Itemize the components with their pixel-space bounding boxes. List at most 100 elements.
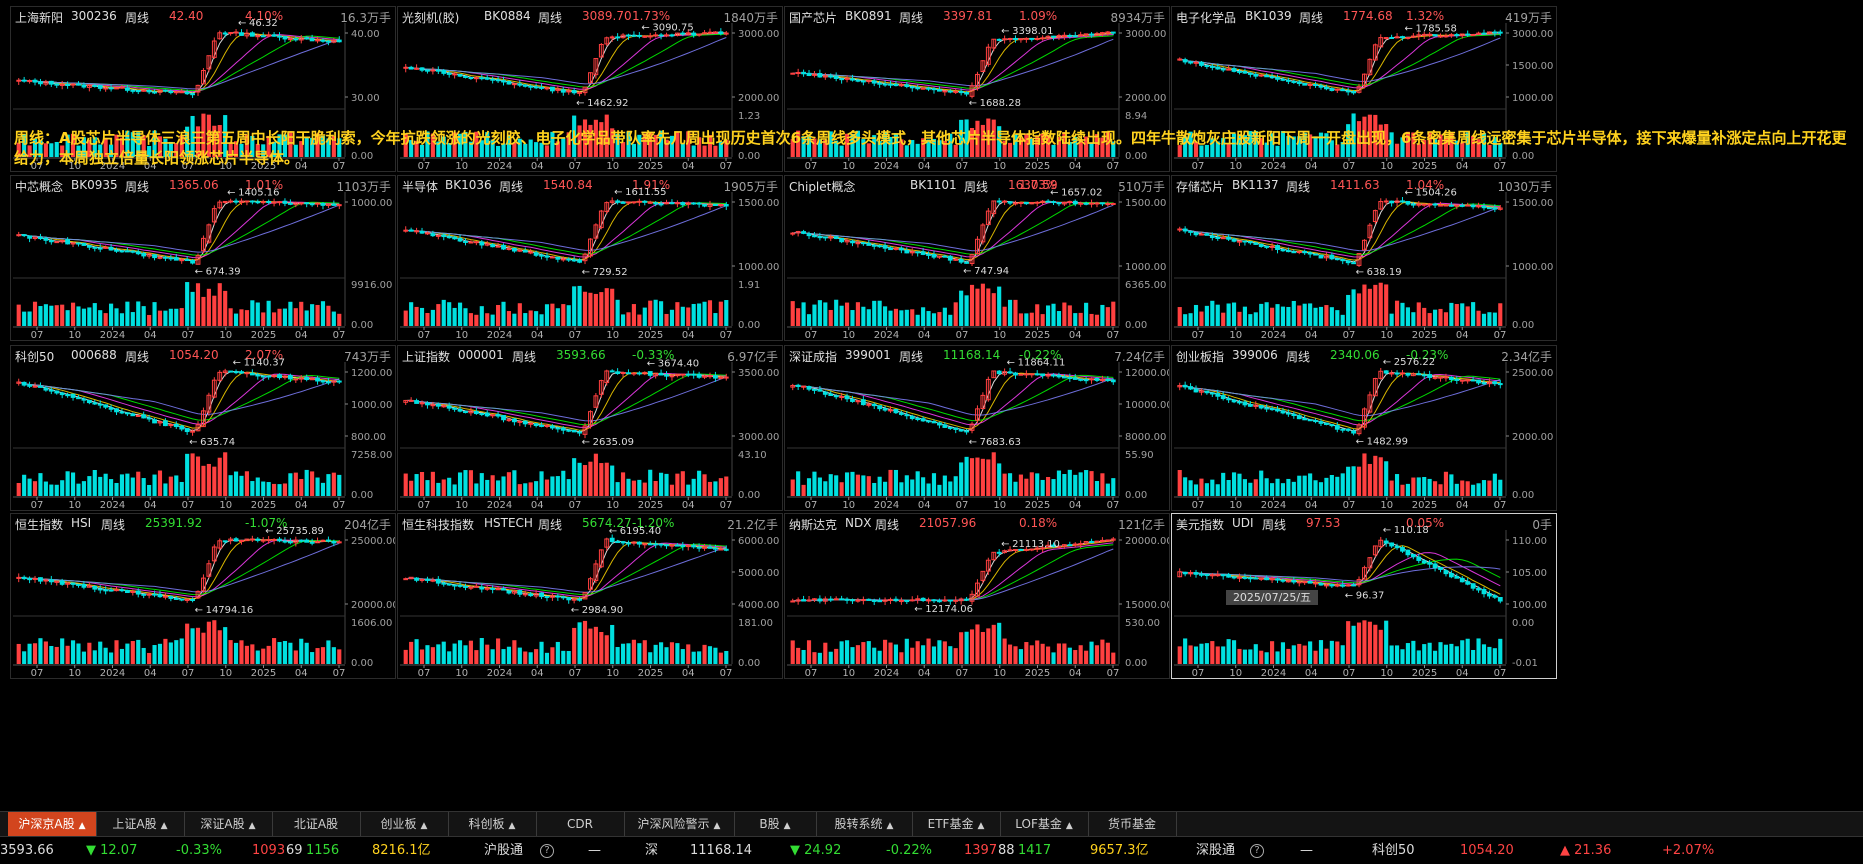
volume-bar [425, 313, 430, 326]
volume-bar [1438, 642, 1443, 664]
volume-bar [604, 635, 609, 664]
candle [642, 542, 648, 549]
arrow-icon: ← [227, 187, 235, 198]
market-tab[interactable]: B股 ▲ [734, 812, 817, 836]
volume-bar [16, 643, 21, 664]
market-tab[interactable]: 深证A股 ▲ [184, 812, 273, 836]
volume-bar [1297, 136, 1302, 157]
chart-panel[interactable]: 恒生指数 HSI 周线 25391.92 -1.07% 204亿手 ← 25735.89 ← 14… [10, 513, 396, 679]
volume-bar [1018, 474, 1023, 496]
candle [441, 581, 447, 587]
candle [1416, 31, 1422, 41]
market-tab[interactable]: ETF基金 ▲ [912, 812, 1001, 836]
help-icon[interactable]: ? [1250, 844, 1264, 858]
status-kc-index: 1054.20 [1460, 843, 1514, 858]
chart-panel[interactable]: 电子化学品 BK1039 周线 1774.68 1.32% 419万手 ← 1785.58 30… [1171, 6, 1557, 172]
chart-panel[interactable]: 中芯概念 BK0935 周线 1365.06 1.01% 1103万手 ← 1405.16 ← 6… [10, 175, 396, 341]
market-tab[interactable]: LOF基金 ▲ [1000, 812, 1089, 836]
candle [696, 543, 702, 552]
chart-panel[interactable]: 半导体 BK1036 周线 1540.84 1.91% 1905万手 ← 1611.55 ← 72… [397, 175, 783, 341]
arrow-icon: ← [963, 266, 971, 277]
candle [173, 421, 179, 429]
chart-panel[interactable]: 光刻机(胶) BK0884 周线 3089.70 1.73% 1840万手 ← 3090.75… [397, 6, 783, 172]
price-tick-label: 8000.00 [1125, 432, 1166, 443]
volume-bar [141, 647, 146, 664]
caret-up-icon: ▲ [248, 821, 256, 831]
volume-bar [1204, 144, 1209, 157]
chart-panel[interactable]: 纳斯达克 NDX 周线 21057.96 0.18% 121亿手 ← 21113.10 ← 121… [784, 513, 1170, 679]
chart-panel[interactable]: 科创50 000688 周线 1054.20 2.07% 743万手 ← 1140.37 ← 63… [10, 345, 396, 511]
x-tick-label: 04 [1305, 668, 1318, 678]
market-tab[interactable]: 货币基金 [1088, 812, 1177, 836]
candle [1454, 573, 1460, 579]
market-tab[interactable]: 股转系统 ▲ [816, 812, 913, 836]
volume-bar [479, 140, 484, 157]
x-tick-label: 2025 [251, 668, 276, 678]
volume-bar [255, 477, 260, 496]
volume-bar [817, 477, 822, 496]
volume-bar [910, 309, 915, 326]
market-tab[interactable]: 沪深风险警示 ▲ [624, 812, 735, 836]
chart-panel[interactable]: 上证指数 000001 周线 3593.66 -0.33% 6.97亿手 ← 3674.40 ←… [397, 345, 783, 511]
volume-bar [1221, 646, 1226, 664]
volume-bar [812, 652, 817, 664]
candle [320, 379, 326, 385]
x-tick-label: 04 [531, 500, 544, 510]
candle [1351, 90, 1356, 95]
status-hgt-label[interactable]: 沪股通 [484, 843, 524, 858]
volume-bar [98, 144, 103, 157]
status-sgt-label[interactable]: 深股通 [1196, 843, 1236, 858]
chart-panel[interactable]: 美元指数 UDI 周线 97.53 0.05% 0手 ← 110.18 ← 96.37 110.00… [1171, 513, 1557, 679]
candle [1318, 254, 1324, 259]
volume-bar [1340, 473, 1345, 496]
candle [446, 234, 452, 239]
help-icon[interactable]: ? [540, 844, 554, 858]
candle [669, 33, 675, 38]
candle [1275, 74, 1280, 82]
chart-panel[interactable]: 上海新阳 300236 周线 42.40 4.10% 16.3万手 ← 46.32 40.00 3… [10, 6, 396, 172]
volume-bar [1237, 648, 1242, 664]
chart-panel[interactable]: 国产芯片 BK0891 周线 3397.81 1.09% 8934万手 ← 3398.01 ← 1… [784, 6, 1170, 172]
candle [539, 592, 544, 600]
volume-tick-label: 0.00 [738, 658, 760, 669]
panel-header: 纳斯达克 NDX 周线 21057.96 0.18% 121亿手 [789, 516, 1165, 532]
candle [1051, 200, 1056, 205]
volume-bar [539, 142, 544, 157]
volume-bar [1231, 472, 1237, 496]
chart-panel[interactable]: 创业板指 399006 周线 2340.06 -0.23% 2.34亿手 ← 2576.22 ←… [1171, 345, 1557, 511]
candle [1367, 557, 1373, 572]
chart-panel[interactable]: 存储芯片 BK1137 周线 1411.63 1.04% 1030万手 ← 1504.26 ← 6… [1171, 175, 1557, 341]
market-tab[interactable]: CDR [536, 812, 625, 836]
volume-bar [555, 641, 560, 664]
volume-bar [1329, 307, 1334, 326]
x-tick-label: 04 [144, 668, 157, 678]
chart-panel[interactable]: Chiplet概念 BK1101 周线 1630.59 1.73% 510万手 ← 1657.… [784, 175, 1170, 341]
chart-panel[interactable]: 深证成指 399001 周线 11168.14 -0.22% 7.24亿手 ← 11864.1… [784, 345, 1170, 511]
market-tab[interactable]: 科创板 ▲ [448, 812, 537, 836]
volume-bar [975, 288, 980, 326]
volume-bar [1297, 643, 1302, 664]
chart-panel[interactable]: 恒生科技指数 HSTECH 周线 5674.27 -1.20% 21.2亿手 ← 6195.4… [397, 513, 783, 679]
volume-bar [834, 475, 839, 496]
candle [16, 573, 22, 583]
candle [152, 590, 157, 598]
volume-bar [1356, 466, 1362, 496]
candle [947, 89, 953, 94]
candle [1018, 201, 1024, 207]
volume-bar [1078, 472, 1083, 496]
volume-bar [686, 307, 691, 326]
volume-bar [1433, 481, 1438, 496]
volume-bar [534, 142, 539, 157]
candle [1394, 370, 1400, 378]
market-tab[interactable]: 北证A股 [272, 812, 361, 836]
candle [680, 373, 686, 379]
market-tab[interactable]: 创业板 ▲ [360, 812, 449, 836]
volume-bar [921, 645, 926, 664]
market-tab[interactable]: 沪深京A股 ▲ [8, 812, 97, 836]
x-tick-label: 10 [993, 668, 1006, 678]
volume-bar [326, 305, 331, 326]
candle [839, 77, 845, 84]
candle [937, 255, 942, 259]
market-tab[interactable]: 上证A股 ▲ [96, 812, 185, 836]
ma30-line [792, 544, 1114, 602]
